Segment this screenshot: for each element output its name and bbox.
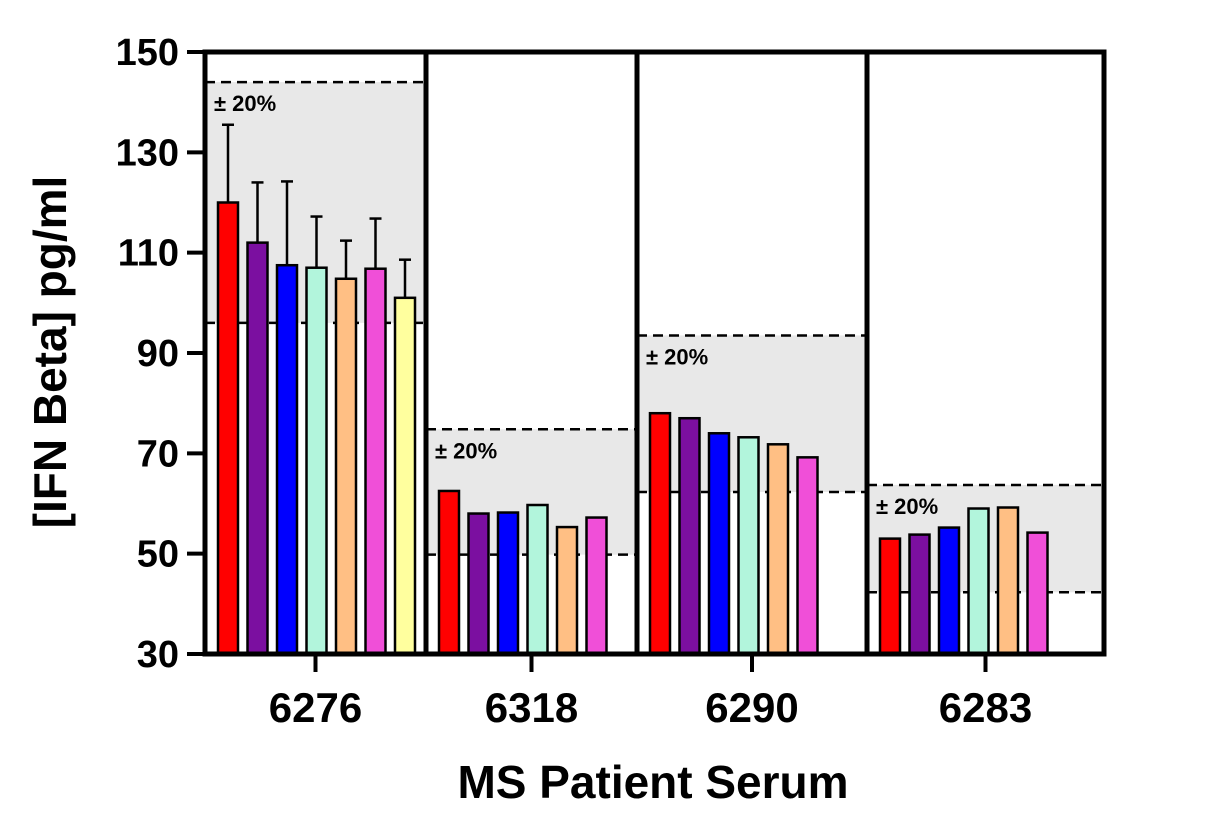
bars-layer [216,123,1049,656]
band-label: ± 20% [646,344,708,369]
bar [275,263,299,656]
bar [648,411,672,656]
y-tick-label: 70 [137,433,179,475]
y-tick-label: 90 [137,333,179,375]
x-tick-label: 6283 [939,684,1032,731]
bar [1026,531,1049,656]
bar [996,506,1020,656]
bar [796,456,819,656]
y-axis-title: [IFN Beta] pg/ml [24,176,76,529]
bar [678,416,701,656]
bar [364,267,387,656]
y-tick-label: 130 [116,132,179,174]
band-label: ± 20% [435,438,497,463]
bar [766,443,790,656]
bar [878,537,902,656]
bar [937,526,961,656]
tick-layer: 6276 6318 6290 6283 30 50 70 90 110 130 150 [116,32,1033,731]
x-tick-label: 6318 [485,684,578,731]
bar [555,525,579,656]
bar [967,507,990,656]
y-tick-label: 50 [137,534,179,576]
y-tick-label: 30 [137,634,179,676]
x-axis-title: MS Patient Serum [457,756,848,808]
bar [496,511,520,656]
x-tick-label: 6276 [269,684,362,731]
band-label: ± 20% [214,91,276,116]
bar [737,436,760,656]
bar [246,241,269,656]
bar [467,512,490,656]
y-tick-label: 110 [118,233,179,275]
y-tick-label: 150 [116,32,179,74]
bar [526,503,549,656]
bar [393,296,417,656]
bar [908,533,931,656]
bar [216,201,240,656]
x-tick-label: 6290 [705,684,798,731]
bar [305,266,328,656]
bar [707,432,731,656]
band-label: ± 20% [876,494,938,519]
bar [334,277,358,656]
bar [437,489,461,656]
bar [585,516,608,656]
